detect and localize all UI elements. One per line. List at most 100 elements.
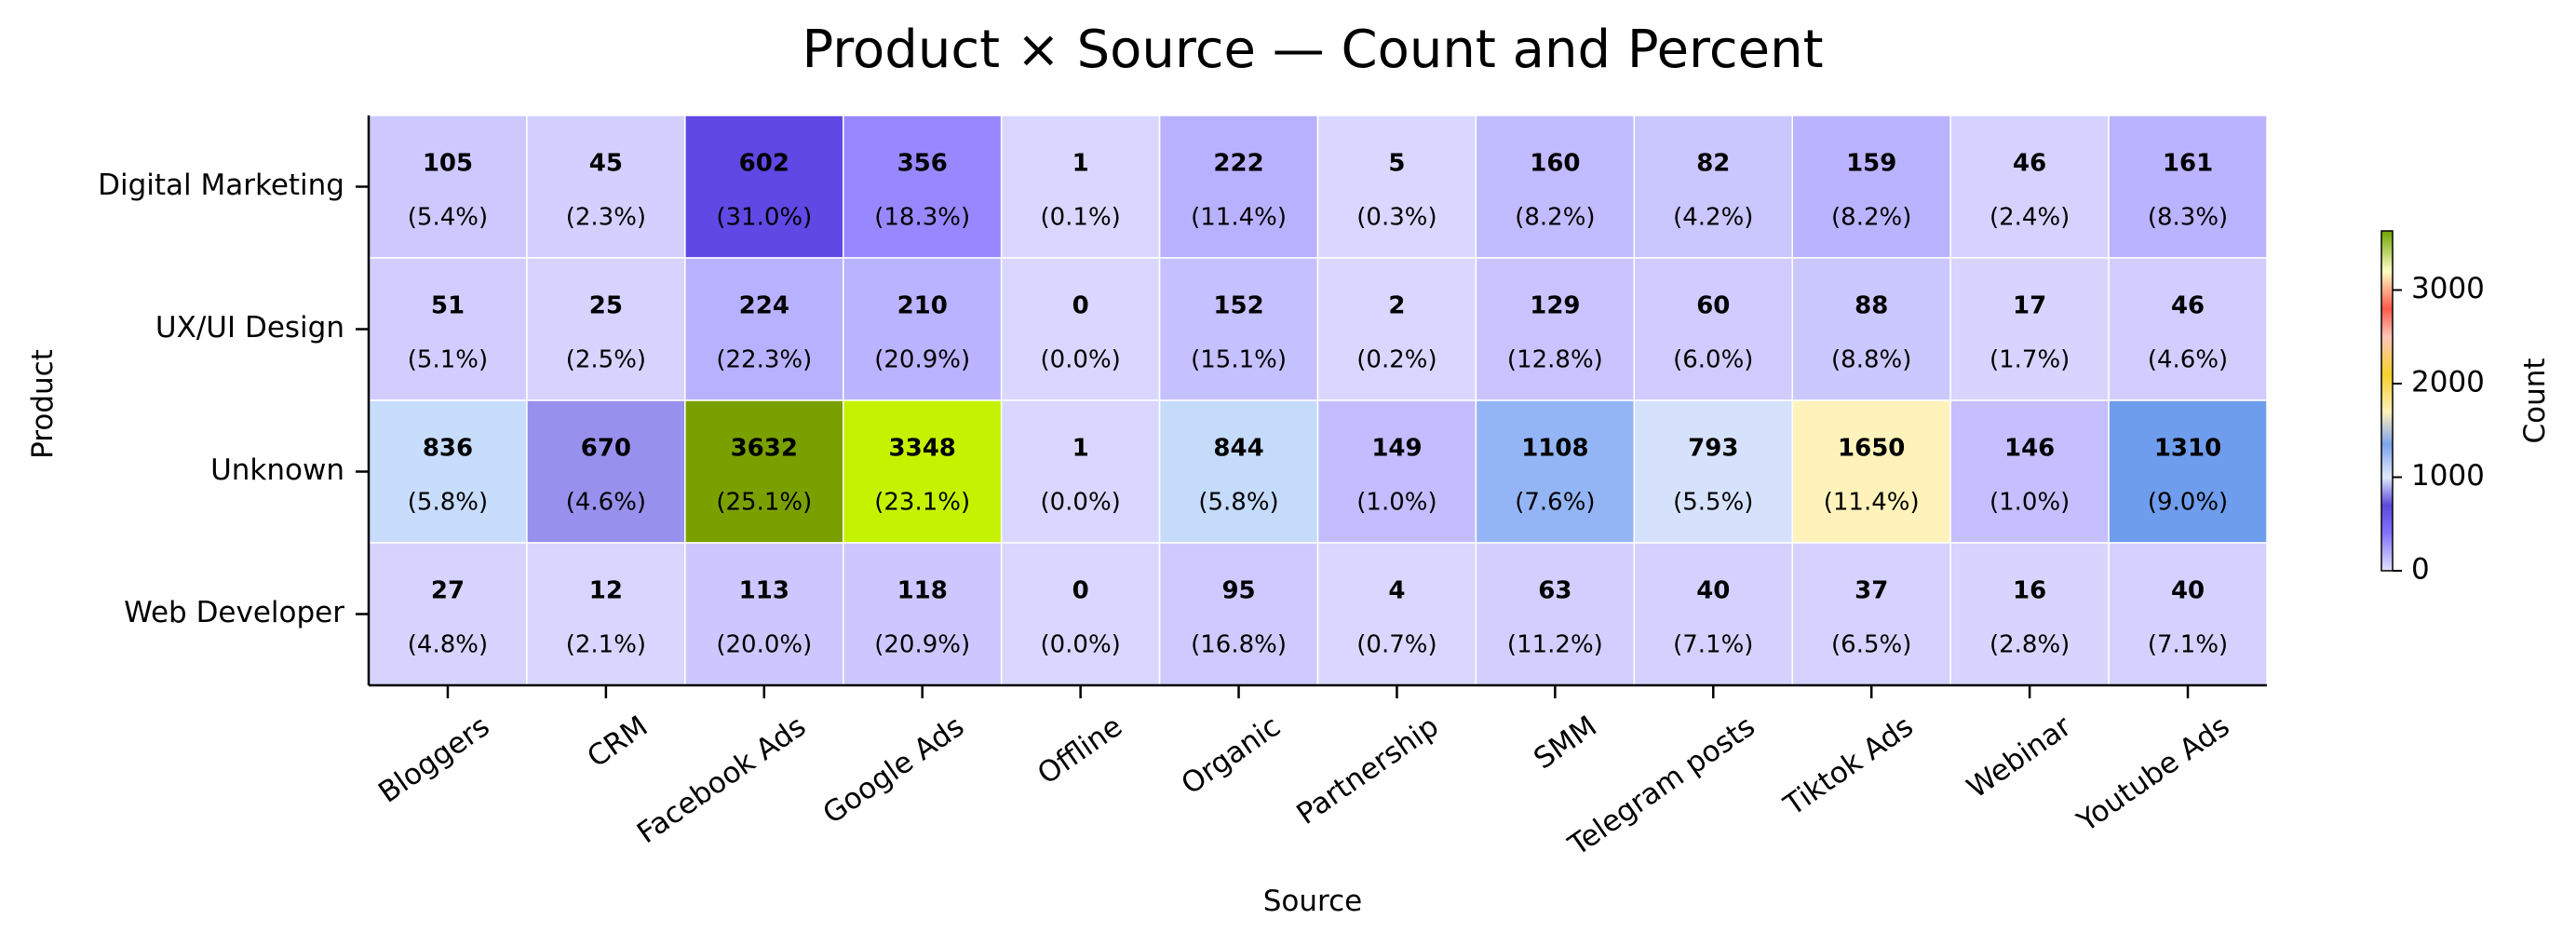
cell-percent-label: (0.7%)	[1356, 631, 1436, 659]
cell-count-label: 1108	[1521, 435, 1588, 463]
cell-percent-label: (8.8%)	[1831, 346, 1911, 374]
x-tick-label: Webinar	[1961, 710, 2077, 805]
cell-percent-label: (2.4%)	[1989, 204, 2070, 232]
heatmap-cell	[1791, 399, 1951, 544]
cell-percent-label: (15.1%)	[1191, 346, 1287, 374]
heatmap-cell	[843, 115, 1003, 259]
cell-percent-label: (31.0%)	[716, 204, 812, 232]
cell-count-label: 670	[581, 435, 631, 463]
cell-percent-label: (1.7%)	[1989, 346, 2070, 374]
x-tick-label: Offline	[1032, 710, 1128, 791]
cell-percent-label: (6.0%)	[1673, 346, 1753, 374]
heatmap-cell	[684, 257, 844, 401]
cell-count-label: 836	[423, 435, 473, 463]
heatmap-cell	[1475, 257, 1636, 401]
heatmap-cell	[1158, 257, 1319, 401]
cell-percent-label: (20.9%)	[874, 346, 970, 374]
cell-percent-label: (11.4%)	[1824, 489, 1920, 517]
cell-count-label: 1650	[1838, 435, 1905, 463]
heatmap-cells: 105(5.4%)45(2.3%)602(31.0%)356(18.3%)1(0…	[368, 115, 2268, 686]
cell-percent-label: (18.3%)	[874, 204, 970, 232]
cell-percent-label: (12.8%)	[1507, 346, 1603, 374]
heatmap-cell	[1158, 542, 1319, 686]
cell-percent-label: (4.2%)	[1673, 204, 1753, 232]
cell-percent-label: (1.0%)	[1989, 489, 2070, 517]
cell-count-label: 40	[2171, 577, 2205, 605]
cell-percent-label: (4.8%)	[408, 631, 488, 659]
heatmap-cell	[1633, 542, 1794, 686]
cell-count-label: 222	[1213, 150, 1263, 178]
heatmap-cell	[368, 257, 528, 401]
cell-percent-label: (4.6%)	[2148, 346, 2228, 374]
cell-percent-label: (8.3%)	[2148, 204, 2228, 232]
cell-count-label: 146	[2004, 435, 2055, 463]
x-tick-label: Facebook Ads	[631, 710, 812, 850]
x-axis-label: Source	[1263, 885, 1362, 918]
cell-percent-label: (5.8%)	[408, 489, 488, 517]
cell-percent-label: (7.1%)	[1673, 631, 1753, 659]
cell-percent-label: (0.0%)	[1040, 631, 1120, 659]
heatmap-cell	[526, 542, 686, 686]
heatmap-cell	[843, 399, 1003, 544]
heatmap-cell	[368, 399, 528, 544]
cell-count-label: 37	[1854, 577, 1888, 605]
heatmap-cell	[1949, 115, 2110, 259]
cell-percent-label: (25.1%)	[716, 489, 812, 517]
cell-count-label: 1	[1072, 435, 1089, 463]
cell-percent-label: (2.5%)	[566, 346, 646, 374]
cell-count-label: 844	[1213, 435, 1263, 463]
heatmap-cell	[1949, 257, 2110, 401]
colorbar: 0 1000 2000 3000 Count	[2380, 230, 2552, 587]
cell-count-label: 16	[2013, 577, 2046, 605]
y-tick-label: UX/UI Design	[155, 311, 344, 345]
heatmap-cell	[843, 257, 1003, 401]
cell-count-label: 25	[589, 292, 623, 320]
x-tick-label: SMM	[1528, 710, 1603, 776]
colorbar-tick-label: 0	[2411, 553, 2430, 587]
heatmap-cell	[1791, 542, 1951, 686]
cell-percent-label: (16.8%)	[1191, 631, 1287, 659]
colorbar-tick-label: 2000	[2411, 366, 2485, 399]
heatmap-cell	[1949, 399, 2110, 544]
cell-count-label: 12	[589, 577, 623, 605]
colorbar-tick-label: 1000	[2411, 459, 2485, 493]
cell-count-label: 118	[897, 577, 948, 605]
colorbar-label: Count	[2518, 358, 2552, 443]
cell-count-label: 793	[1688, 435, 1738, 463]
heatmap-cell	[526, 257, 686, 401]
y-axis-label: Product	[26, 349, 60, 459]
cell-percent-label: (8.2%)	[1515, 204, 1595, 232]
cell-count-label: 356	[897, 150, 948, 178]
cell-count-label: 105	[423, 150, 473, 178]
cell-percent-label: (5.8%)	[1198, 489, 1278, 517]
heatmap-cell	[1000, 399, 1161, 544]
heatmap-cell	[1000, 115, 1161, 259]
heatmap-cell	[1475, 399, 1636, 544]
x-tick-label: Tiktok Ads	[1777, 710, 1920, 823]
cell-count-label: 152	[1213, 292, 1263, 320]
cell-count-label: 51	[431, 292, 465, 320]
cell-count-label: 224	[739, 292, 789, 320]
cell-percent-label: (5.1%)	[408, 346, 488, 374]
heatmap-cell	[1475, 115, 1636, 259]
cell-count-label: 0	[1072, 292, 1089, 320]
cell-percent-label: (4.6%)	[566, 489, 646, 517]
y-tick-label: Unknown	[210, 453, 344, 487]
heatmap-cell	[2108, 399, 2268, 544]
heatmap-cell	[1475, 542, 1636, 686]
heatmap-cell	[843, 542, 1003, 686]
x-tick-label: Youtube Ads	[2070, 710, 2235, 839]
cell-count-label: 602	[739, 150, 789, 178]
x-tick-label: CRM	[581, 710, 654, 775]
cell-percent-label: (20.9%)	[874, 631, 970, 659]
heatmap-cell	[1791, 257, 1951, 401]
cell-count-label: 129	[1530, 292, 1580, 320]
cell-count-label: 88	[1854, 292, 1888, 320]
cell-count-label: 27	[431, 577, 465, 605]
cell-count-label: 1	[1072, 150, 1089, 178]
cell-count-label: 160	[1530, 150, 1580, 178]
cell-count-label: 159	[1846, 150, 1896, 178]
heatmap-cell	[2108, 542, 2268, 686]
x-tick-label: Partnership	[1290, 710, 1444, 831]
heatmap-cell	[684, 542, 844, 686]
